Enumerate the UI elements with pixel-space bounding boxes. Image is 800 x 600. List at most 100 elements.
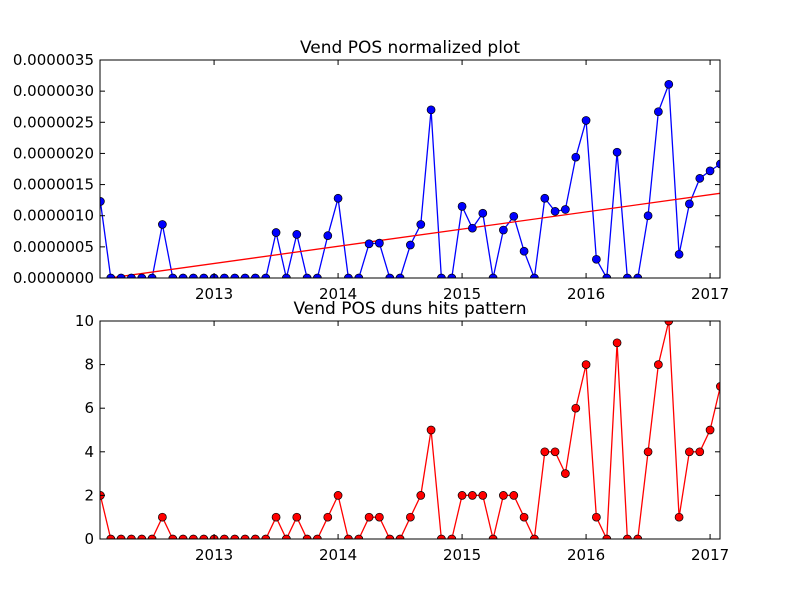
axes: 2013 2014 2015 2016 2017 0 2 4 6 8 10 [75,312,729,564]
data-point [447,273,457,278]
data-point [457,491,467,500]
data-point [478,491,488,500]
data-point [106,273,116,278]
data-point [550,207,560,216]
y-tick-label: 0.0000000 [13,269,94,287]
data-point [612,147,622,157]
data-point [716,382,720,391]
data-point [654,107,663,117]
y-tick-label: 0.0000005 [13,238,94,256]
data-point [178,534,188,539]
chart-title: Vend POS normalized plot [300,38,520,58]
data-point [540,193,550,203]
data-point [581,116,591,125]
data-point [406,512,415,522]
data-point [147,534,157,539]
data-point [643,211,653,221]
data-point [323,231,333,240]
data-point [674,249,684,259]
data-point [437,534,446,539]
data-point [406,240,415,250]
data-point [220,273,229,278]
data-point [333,193,343,203]
data-point [282,273,291,278]
data-point [333,491,343,500]
data-point [375,512,384,522]
x-tick-label: 2014 [319,546,357,564]
data-point [447,534,457,539]
x-tick-label: 2017 [691,285,729,303]
data-point [581,360,591,369]
data-point [292,512,302,522]
chart-title: Vend POS duns hits pattern [293,299,526,319]
y-tick-label: 0.0000015 [13,176,94,194]
y-tick-label: 6 [84,399,94,417]
data-point [302,273,312,278]
trend-line [104,192,720,278]
data-point [261,273,271,278]
data-point [488,273,498,278]
data-point [643,447,653,457]
data-point [240,534,250,539]
data-point [364,239,374,249]
data-point [530,534,539,539]
data-point [344,273,353,278]
data-point [116,534,126,539]
data-point [499,491,508,500]
data-point [509,491,519,500]
x-tick-label: 2017 [691,546,729,564]
data-point [323,512,333,522]
data-point [199,534,209,539]
x-tick-label: 2015 [443,546,481,564]
axes-frame [99,320,721,540]
data-point [416,491,426,500]
x-tick-label: 2013 [195,546,233,564]
y-tick-label: 2 [84,486,94,504]
data-point [395,534,405,539]
data-point [602,534,612,539]
data-point [354,534,364,539]
data-point [364,512,374,522]
data-point [695,173,705,183]
data-point [313,534,322,539]
data-point [251,273,260,278]
data-point [674,512,684,522]
data-point [395,273,405,278]
data-point [178,273,188,278]
plot-clip-group [100,79,720,278]
data-point [385,273,395,278]
data-point [127,273,136,278]
data-point [550,447,560,457]
chart-normalized-plot: Vend POS normalized plot 2013 2014 2015 201… [13,38,729,303]
data-point [302,534,312,539]
data-point [261,534,271,539]
data-point [375,238,384,248]
data-point [468,223,477,233]
data-point [147,273,157,278]
data-point [705,166,715,176]
data-point [519,246,529,256]
data-point [127,534,136,539]
y-tick-label: 4 [84,443,94,461]
data-point [137,534,147,539]
data-point [705,425,715,435]
series-area [100,321,720,539]
data-point [220,534,229,539]
data-point [612,338,622,348]
data-point [530,273,539,278]
y-tick-label: 0.0000025 [13,113,94,131]
data-point [271,512,281,522]
data-point [592,512,601,522]
data-point [716,159,720,169]
data-point [282,534,291,539]
y-tick-label: 10 [75,312,94,330]
data-point [385,534,395,539]
data-point [189,273,198,278]
data-point [540,447,550,457]
data-point [457,202,467,211]
data-point [571,403,581,413]
x-tick-label: 2016 [567,546,605,564]
data-point [313,273,322,278]
